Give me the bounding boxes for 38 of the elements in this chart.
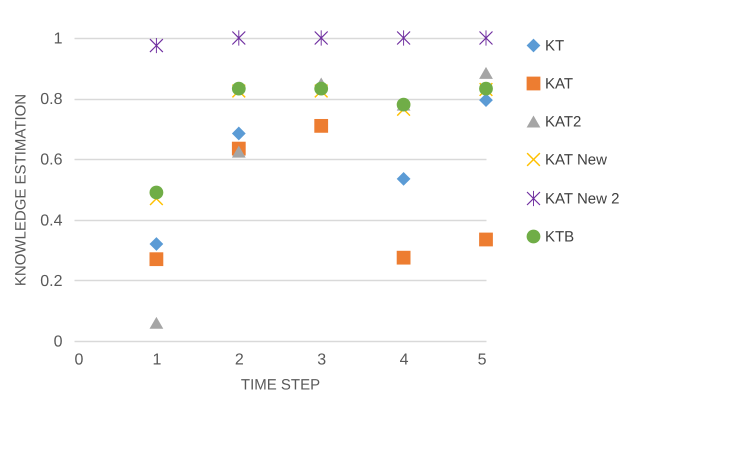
y-axis-title: KNOWLEDGE ESTIMATION bbox=[12, 94, 30, 286]
y-tick-label: 0.6 bbox=[40, 152, 63, 169]
point bbox=[232, 30, 246, 46]
point bbox=[150, 252, 164, 266]
x-tick-label: 0 bbox=[74, 352, 84, 368]
point bbox=[479, 93, 493, 108]
x-axis-title: TIME STEP bbox=[240, 376, 320, 394]
point bbox=[150, 316, 164, 329]
point bbox=[314, 82, 328, 96]
legend-label: KT bbox=[545, 38, 564, 54]
x-tick-label: 1 bbox=[152, 352, 162, 368]
legend-label: KAT2 bbox=[545, 114, 582, 130]
point bbox=[232, 146, 246, 158]
point bbox=[150, 186, 164, 200]
x-tick-label: 4 bbox=[400, 352, 409, 368]
point bbox=[479, 66, 493, 79]
point bbox=[396, 250, 410, 265]
y-tick-label: 1 bbox=[54, 30, 63, 48]
y-tick-label: 0.2 bbox=[40, 272, 63, 290]
legend-label: KAT New bbox=[545, 152, 608, 168]
legend-label: KTB bbox=[545, 228, 574, 246]
y-tick-label: 0 bbox=[54, 334, 63, 350]
point bbox=[479, 232, 493, 246]
legend-label: KAT bbox=[545, 76, 574, 92]
point bbox=[150, 237, 164, 251]
point bbox=[232, 126, 246, 140]
point bbox=[396, 30, 410, 46]
point bbox=[396, 172, 410, 186]
point bbox=[314, 118, 328, 133]
legend-label: KAT New 2 bbox=[545, 190, 620, 208]
x-tick-label: 5 bbox=[478, 352, 487, 368]
point bbox=[314, 30, 328, 46]
point bbox=[150, 38, 164, 54]
x-tick-label: 2 bbox=[234, 352, 244, 368]
y-tick-label: 0.4 bbox=[40, 212, 63, 230]
point bbox=[232, 82, 246, 96]
y-tick-label: 0.8 bbox=[40, 91, 63, 108]
x-tick-label: 3 bbox=[317, 352, 326, 368]
